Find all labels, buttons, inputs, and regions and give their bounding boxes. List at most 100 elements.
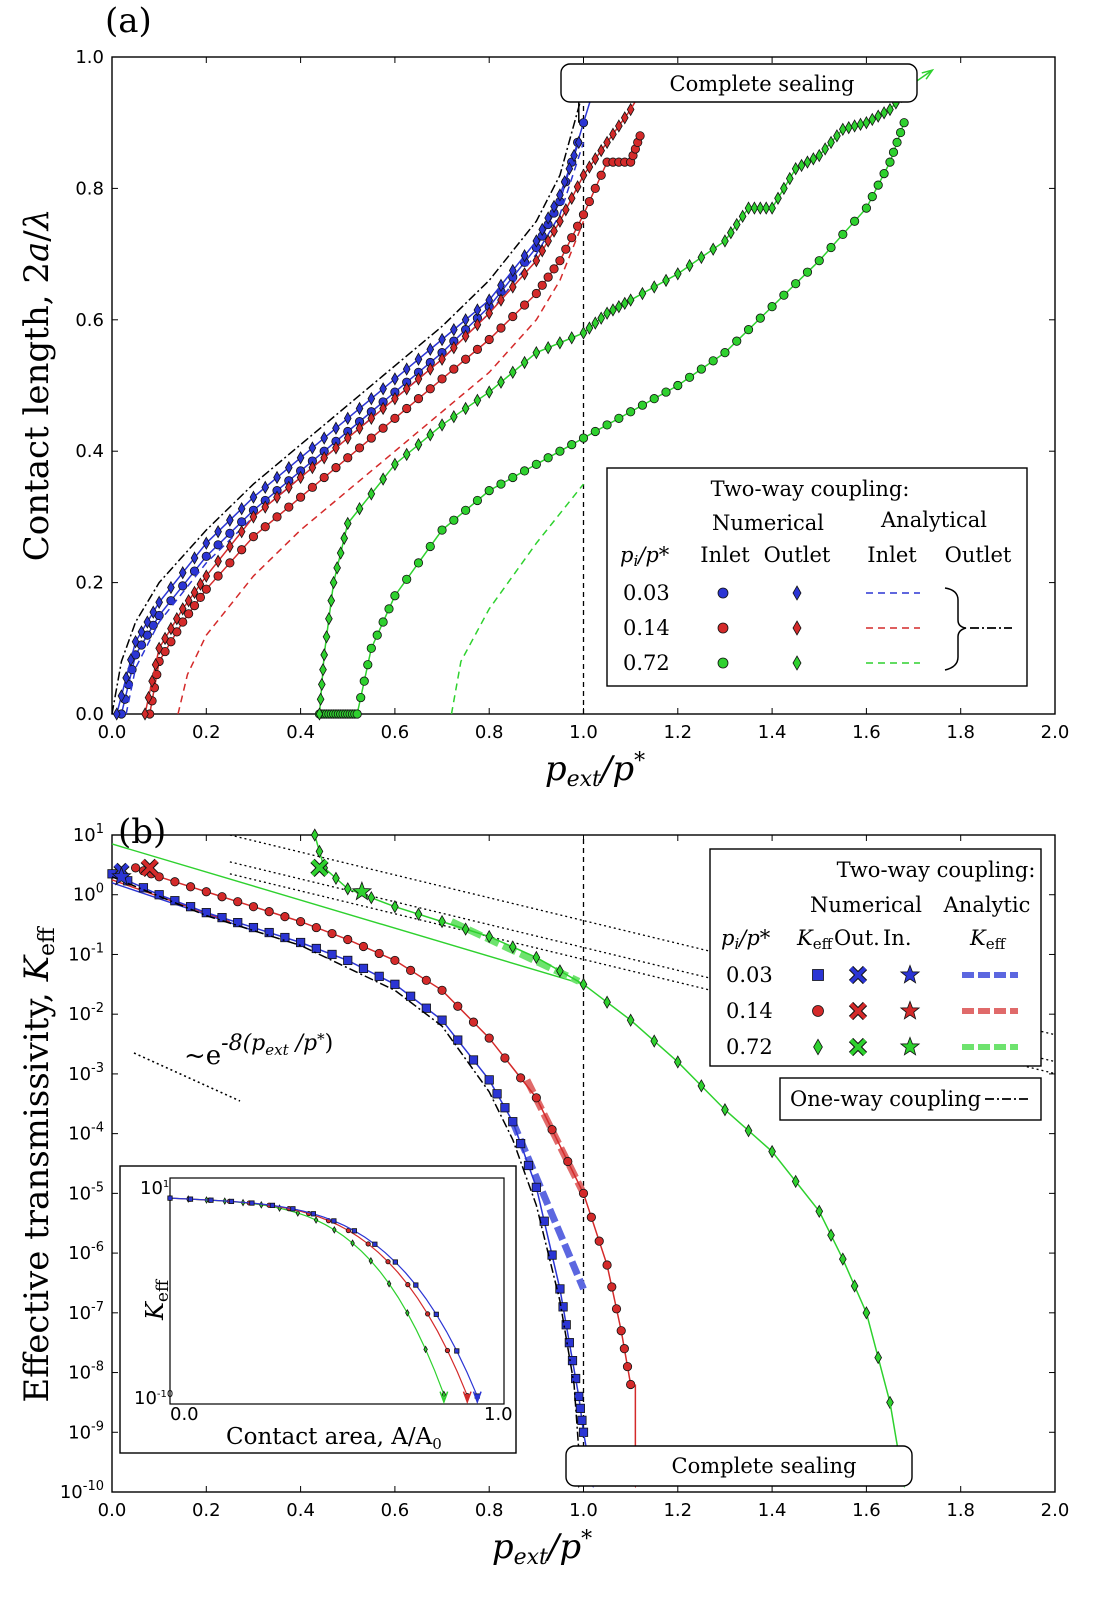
b-series-1-point-25: [500, 1053, 510, 1063]
a-series-4-point-38: [508, 280, 517, 294]
a-series-4-point-26: [367, 411, 376, 426]
b-series-0-point-24: [484, 1075, 494, 1085]
a-series-3-point-60: [635, 131, 645, 141]
b-series-2-point-15: [603, 995, 611, 1009]
a-series-3-point-18: [272, 512, 282, 522]
slope-annotation: ~e-8(pext /p*): [184, 1030, 333, 1071]
a-series-3-point-21: [307, 482, 317, 492]
legend-b-out-marker-1: [848, 1001, 868, 1021]
a-series-line-0: [120, 122, 585, 715]
a-series-6-point-54: [743, 325, 754, 335]
b-xtick-label: 0.4: [286, 1500, 315, 1521]
a-series-4-point-8: [178, 602, 187, 616]
a-series-6-point-68: [885, 157, 895, 167]
a-series-6-point-51: [708, 356, 718, 366]
b-series-1-point-14: [327, 928, 337, 939]
inset-curve-2-point-26: [433, 1311, 439, 1317]
a-series-6-point-21: [372, 630, 382, 640]
b-series-1-point-39: [626, 1379, 636, 1390]
b-series-2-point-0: [310, 828, 319, 842]
panel-a-label: (a): [105, 1, 152, 41]
inset-arrow-0-head: [439, 1391, 449, 1405]
a-xtick-label: 0.4: [286, 722, 315, 743]
a-series-7-point-13: [355, 502, 364, 516]
a-series-3-point-31: [425, 384, 435, 394]
a-series-3-point-27: [378, 423, 388, 433]
b-ytick-label: 10-9: [68, 1419, 104, 1443]
a-xtick-label: 0.2: [192, 722, 221, 743]
b-ytick-label: 10-7: [68, 1300, 104, 1324]
b-series-2-point-27: [850, 1279, 859, 1293]
a-series-3-point-9: [184, 609, 194, 619]
panel-b-sealing-box: [565, 1445, 913, 1487]
a-series-6-point-24: [390, 591, 400, 601]
b-series-2-point-18: [673, 1055, 682, 1069]
a-series-7-point-17: [402, 447, 411, 462]
legend-b-out: Out.: [834, 926, 880, 950]
a-series-7-point-0: [315, 707, 324, 721]
b-xtick-label: 0.0: [98, 1500, 127, 1521]
legend-b-in-marker-1: [899, 1000, 921, 1020]
inset-curve-1-point-24: [405, 1282, 411, 1288]
a-series-7-point-38: [615, 299, 623, 314]
a-series-1-point-21: [308, 441, 317, 455]
a-series-3-point-51: [596, 170, 606, 180]
b-series-0-point-23: [468, 1055, 479, 1065]
a-series-3-point-16: [248, 532, 259, 542]
a-series-3-point-46: [567, 233, 577, 243]
b-series-1-point-20: [421, 975, 431, 985]
b-series-0-point-16: [358, 963, 369, 973]
b-series-2-point-8: [438, 914, 446, 929]
b-series-0-point-18: [390, 979, 400, 989]
a-series-3-point-47: [573, 221, 583, 231]
a-series-7-point-43: [662, 273, 670, 288]
a-series-6-point-39: [567, 440, 577, 450]
a-series-7-point-32: [579, 326, 588, 340]
a-series-3-point-48: [578, 210, 589, 220]
b-ytick-label: 101: [73, 822, 104, 846]
a-xtick-label: 1.8: [946, 722, 975, 743]
b-series-2-point-3: [332, 871, 340, 885]
a-series-4-point-49: [585, 160, 594, 174]
a-series-4-point-52: [603, 135, 611, 150]
b-out-green-b: [311, 859, 328, 877]
a-series-1-point-8: [155, 595, 163, 609]
a-series-3-point-33: [449, 364, 459, 374]
a-series-7-point-57: [774, 191, 782, 205]
inset-curve-0-point-26: [405, 1309, 410, 1317]
b-series-1-point-23: [468, 1017, 479, 1027]
a-series-7-point-72: [862, 116, 871, 130]
a-series-1-point-15: [237, 502, 246, 516]
a-series-4-point-10: [190, 585, 199, 600]
a-series-1-point-23: [332, 421, 340, 435]
a-series-4-point-47: [573, 180, 582, 194]
inset-ytick-top: 101: [140, 1178, 169, 1199]
b-series-2-point-20: [721, 1103, 729, 1117]
a-ytick-label: 0.0: [75, 704, 104, 725]
b-series-1-point-27: [531, 1093, 541, 1103]
legend-a-outlet-marker-2: [792, 655, 802, 671]
inset-curve-2-point-22: [392, 1259, 398, 1265]
a-series-4-point-5: [161, 631, 169, 646]
b-xtick-label: 0.8: [475, 1500, 504, 1521]
a-series-7-point-8: [329, 575, 338, 590]
b-series-2-point-24: [815, 1204, 824, 1218]
a-series-6-point-69: [888, 147, 899, 157]
a-series-3-point-24: [343, 453, 353, 463]
a-series-1-point-12: [202, 536, 211, 550]
a-series-4-point-40: [532, 253, 541, 268]
b-series-0-point-36: [564, 1338, 574, 1348]
a-series-4-point-24: [343, 431, 352, 445]
b-series-0-point-19: [406, 991, 416, 1001]
b-ref-line-0: [229, 834, 1056, 1036]
a-series-4-point-3: [151, 658, 160, 672]
b-series-2-point-22: [768, 1144, 776, 1159]
a-series-6-point-29: [449, 515, 459, 525]
a-series-4-point-12: [202, 569, 211, 583]
a-series-line-5: [177, 220, 585, 715]
a-series-4-point-30: [414, 372, 423, 386]
b-series-1-point-11: [280, 912, 290, 922]
b-series-0-point-27: [508, 1117, 518, 1127]
b-series-1-point-10: [264, 907, 274, 917]
